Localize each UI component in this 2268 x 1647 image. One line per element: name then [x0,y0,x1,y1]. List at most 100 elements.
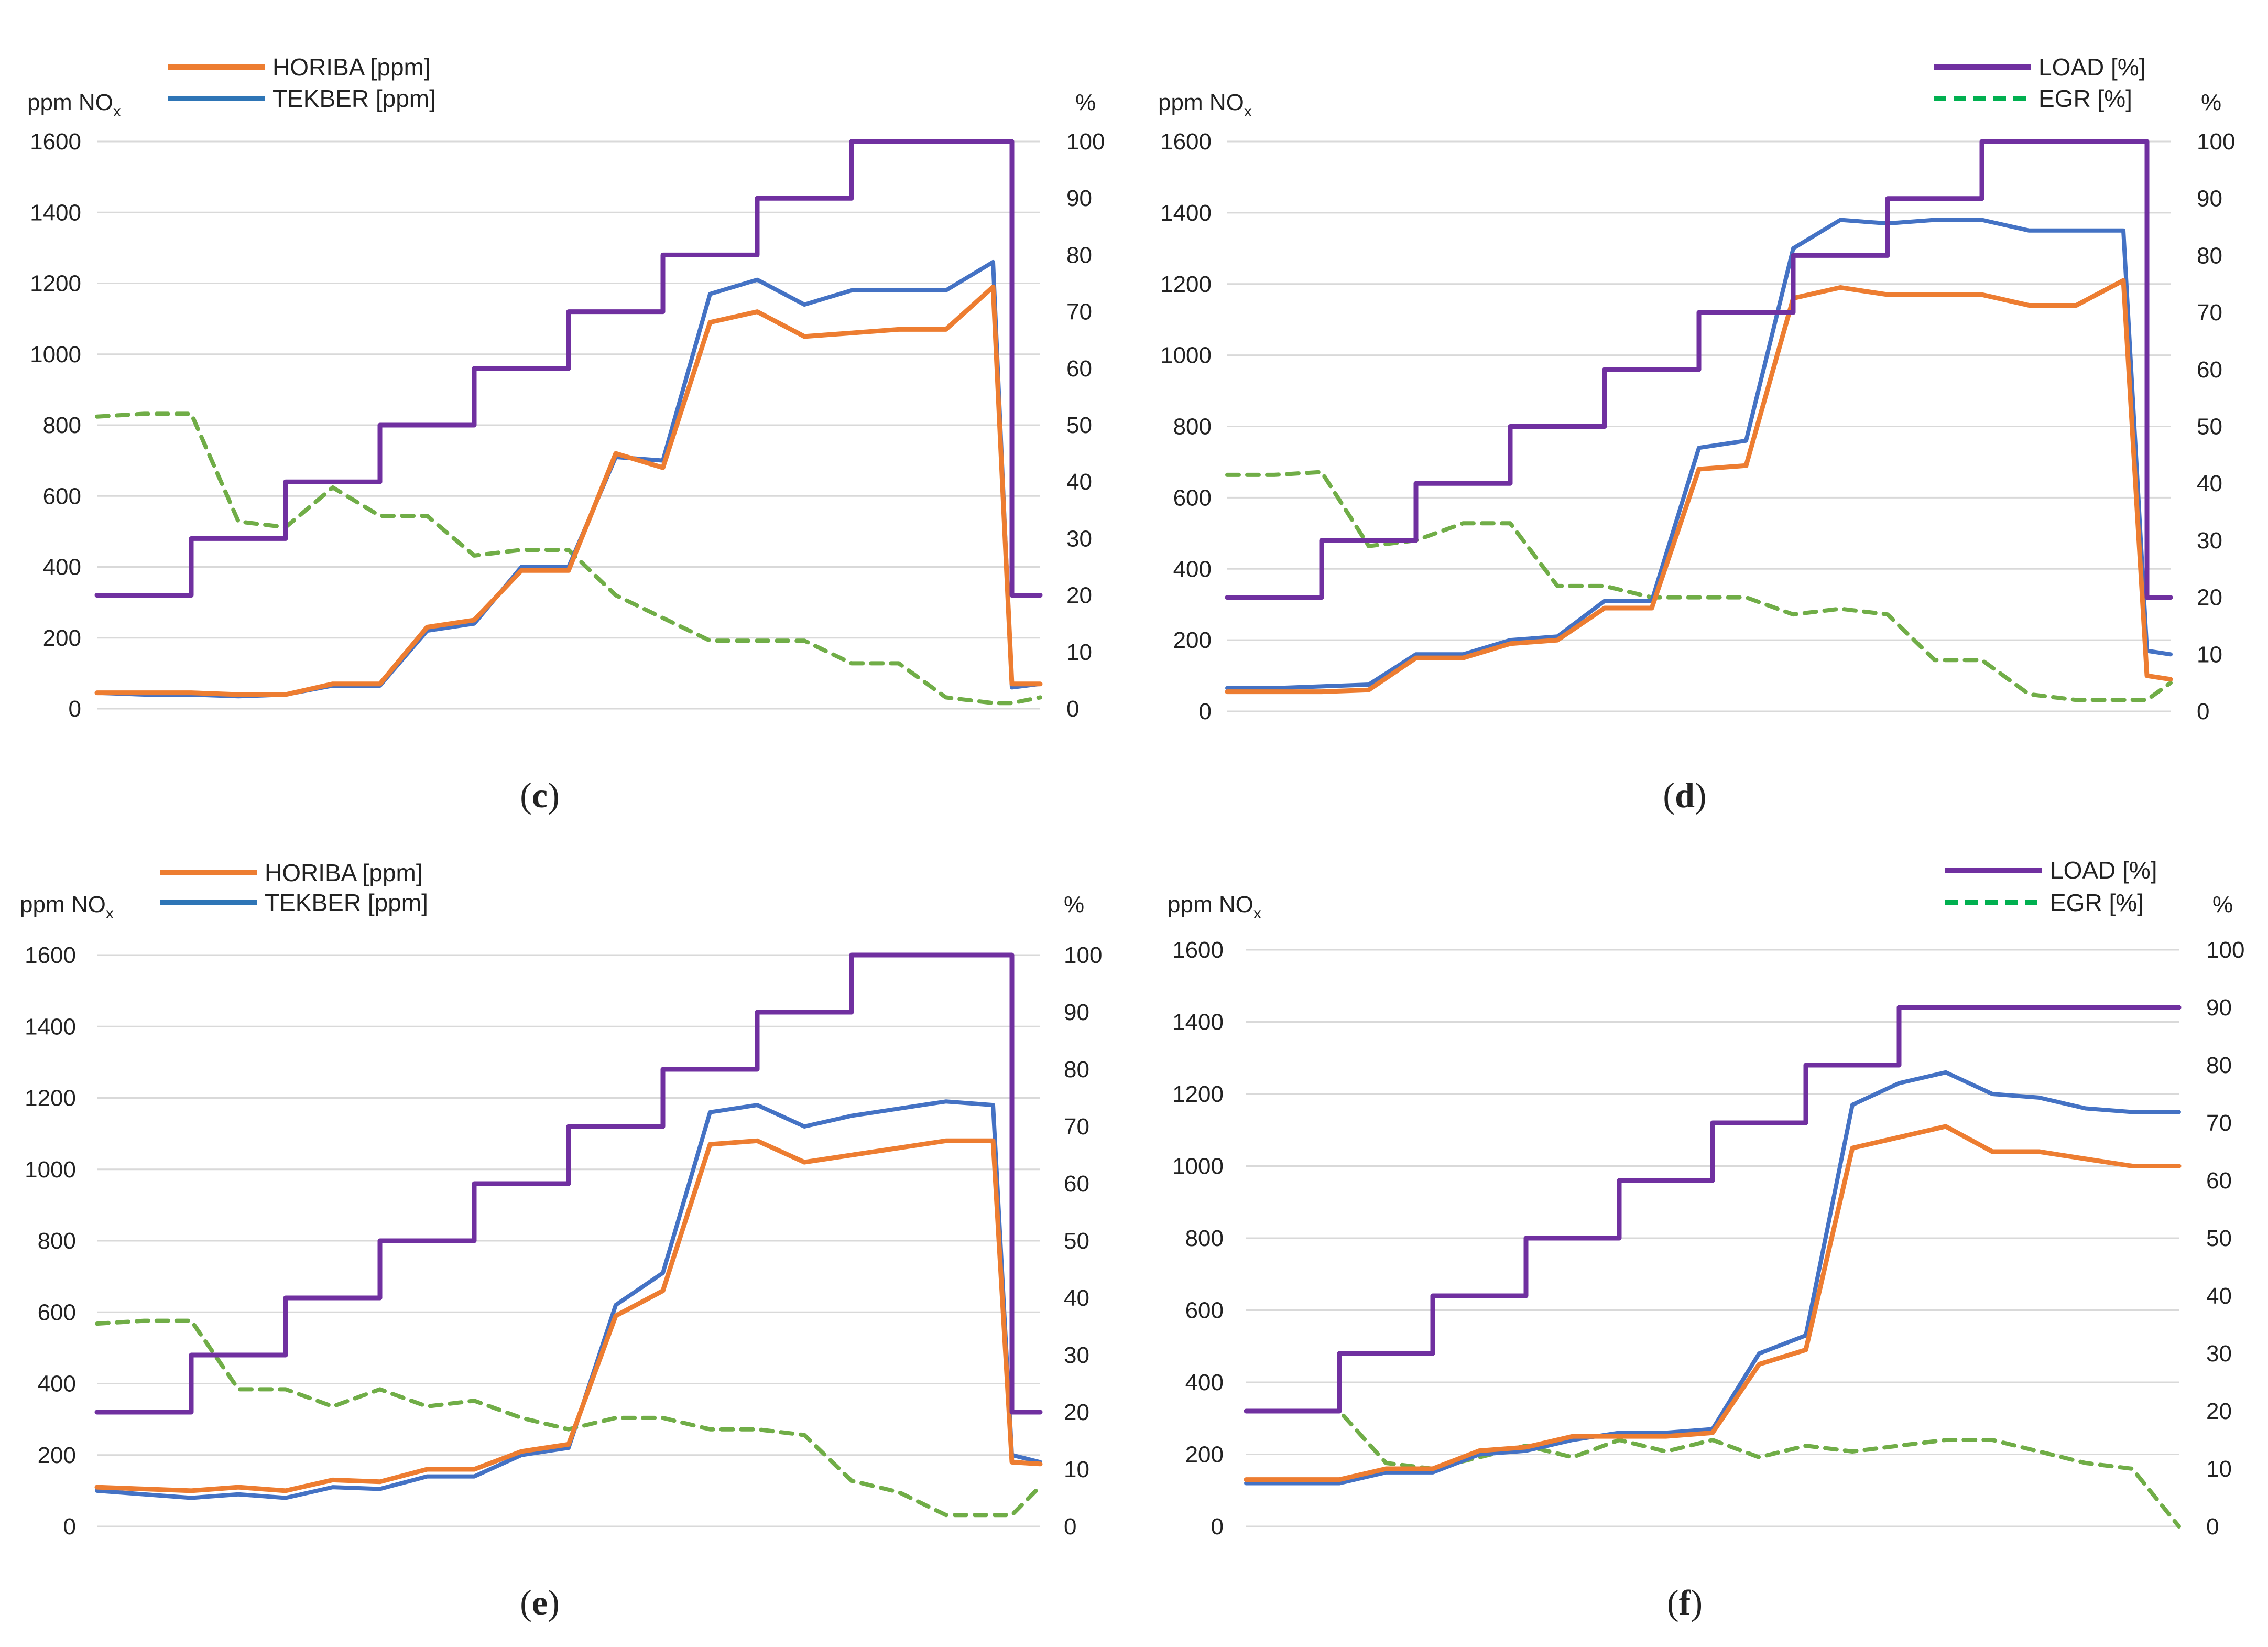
left-tick-label: 1400 [1160,200,1212,226]
left-tick-label: 800 [1185,1226,1224,1251]
panel-label-open-paren: ( [520,775,532,815]
left-tick-label: 200 [43,625,81,651]
right-tick-label: 80 [1064,1057,1089,1082]
right-tick-label: 10 [1066,640,1092,665]
series-line-horiba [94,284,1043,697]
left-tick-label: 400 [1173,556,1212,582]
right-tick-label: 60 [1066,356,1092,382]
left-tick-label: 600 [38,1299,76,1325]
left-tick-label: 400 [1185,1370,1224,1395]
right-tick-label: 10 [2206,1456,2232,1482]
chart-panel-e: 0 200 400 600 800 1000 1200 1400 1600 0 10 20 30 40 50… [20,859,1102,1622]
left-tick-label: 1400 [30,200,81,225]
right-tick-label: 0 [1066,696,1079,722]
panel-label-close-paren: ) [1695,775,1707,815]
left-tick-label: 1600 [30,129,81,155]
left-tick-label: 1200 [25,1086,76,1111]
right-tick-label: 90 [1064,1000,1089,1025]
panel-label-open-paren: ( [1663,775,1675,815]
right-tick-label: 90 [2197,186,2222,212]
series-line-horiba [1225,278,2173,695]
right-tick-label: 20 [2197,585,2222,611]
left-tick-label: 200 [1185,1442,1224,1468]
right-axis-label: % [1064,892,1084,917]
right-tick-label: 40 [2197,471,2222,496]
left-tick-label: 400 [43,555,81,580]
legend: HORIBA [ppm] TEKBER [ppm] [168,53,436,112]
panel-label: (e) [520,1583,560,1622]
left-axis-label-subscript: x [106,905,114,922]
left-tick-label: 200 [1173,627,1212,653]
series-line-load [1225,139,2173,600]
right-tick-label: 100 [1064,942,1102,968]
legend-label: LOAD [%] [2050,857,2157,884]
legend-label: TEKBER [ppm] [272,85,436,112]
panel-label-open-paren: ( [520,1583,532,1622]
left-axis-label: ppm NOx [27,90,121,120]
right-tick-label: 40 [1064,1285,1089,1311]
right-tick-label: 50 [1066,413,1092,438]
right-axis-label: % [1075,90,1096,115]
panel-label: (c) [520,775,560,815]
left-tick-label: 1000 [1160,343,1212,369]
chart-panel-d: 0 200 400 600 800 1000 1200 1400 1600 0 10 20 30 40 50… [1158,53,2235,815]
left-tick-label: 800 [43,413,81,438]
left-axis-label-subscript: x [1244,103,1252,120]
right-tick-label: 80 [1066,242,1092,268]
left-tick-label: 600 [43,483,81,509]
left-tick-label: 1600 [1172,937,1224,963]
right-tick-label: 80 [2206,1053,2232,1078]
left-tick-label: 1000 [25,1157,76,1183]
legend-label: EGR [%] [2038,85,2132,112]
left-axis-label-text: ppm NO [27,90,113,115]
series-line-egr [95,411,1042,706]
right-tick-label: 30 [1064,1342,1089,1368]
right-tick-label: 0 [2197,699,2209,724]
series-line-horiba [1244,1124,2182,1482]
legend-label: LOAD [%] [2038,53,2146,81]
series-line-load [94,952,1043,1415]
right-tick-label: 100 [1066,129,1105,155]
left-tick-label: 1600 [1160,129,1212,155]
left-tick-label: 1200 [1172,1081,1224,1107]
panel-label-close-paren: ) [1691,1583,1703,1622]
left-tick-label: 0 [63,1514,76,1540]
left-tick-label: 1000 [1172,1154,1224,1179]
left-tick-label: 200 [38,1443,76,1468]
right-tick-label: 10 [2197,642,2222,667]
right-tick-label: 0 [2206,1514,2219,1540]
right-tick-label: 70 [1064,1114,1089,1140]
left-tick-label: 400 [38,1371,76,1397]
left-axis-label-subscript: x [113,103,121,120]
legend: HORIBA [ppm] TEKBER [ppm] [160,859,428,916]
right-tick-label: 80 [2197,243,2222,268]
left-tick-label: 1400 [1172,1010,1224,1035]
right-tick-label: 10 [1064,1457,1089,1482]
left-tick-label: 0 [69,696,81,722]
right-tick-label: 60 [1064,1171,1089,1197]
panel-label-letter: c [532,775,548,815]
left-axis-label-text: ppm NO [1158,90,1244,115]
series-line-egr [1244,1409,2181,1529]
left-tick-label: 1200 [1160,272,1212,297]
left-axis-label: ppm NOx [1168,892,1261,922]
left-tick-label: 1600 [25,942,76,968]
legend-label: HORIBA [ppm] [272,53,431,81]
legend: LOAD [%] EGR [%] [1934,53,2146,112]
panel-label: (d) [1663,775,1706,815]
right-tick-label: 100 [2206,937,2244,963]
left-axis-label: ppm NOx [20,892,114,922]
legend-label: EGR [%] [2050,889,2144,916]
right-tick-label: 50 [2197,414,2222,440]
left-tick-label: 1200 [30,271,81,297]
right-tick-label: 40 [2206,1283,2232,1309]
panel-label-close-paren: ) [548,775,560,815]
panel-label-letter: d [1675,775,1695,815]
right-axis-label: % [2201,90,2221,115]
right-tick-label: 30 [1066,526,1092,551]
left-tick-label: 1400 [25,1014,76,1039]
right-tick-label: 20 [1066,583,1092,609]
panel-label-letter: e [532,1583,548,1622]
right-tick-label: 20 [2206,1399,2232,1424]
series-line-load [94,139,1043,598]
